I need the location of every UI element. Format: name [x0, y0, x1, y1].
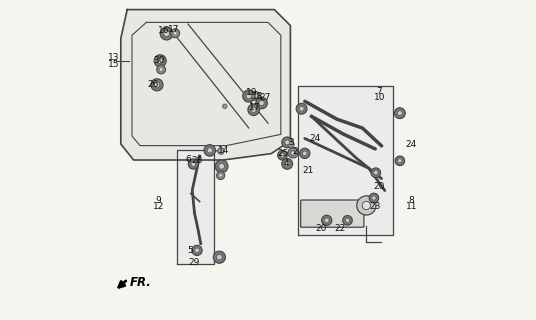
- Text: 23: 23: [369, 202, 381, 211]
- Circle shape: [163, 31, 169, 36]
- Circle shape: [246, 93, 251, 99]
- Text: 3: 3: [288, 138, 294, 147]
- Circle shape: [291, 151, 295, 155]
- Text: 29: 29: [189, 258, 200, 267]
- Circle shape: [215, 160, 228, 173]
- Circle shape: [243, 90, 255, 102]
- Circle shape: [282, 137, 293, 148]
- Circle shape: [357, 196, 376, 215]
- Circle shape: [217, 254, 222, 260]
- Circle shape: [302, 151, 307, 156]
- Circle shape: [251, 107, 256, 112]
- Text: 27: 27: [259, 93, 271, 102]
- Circle shape: [296, 103, 307, 114]
- Circle shape: [191, 162, 196, 166]
- Text: 13: 13: [108, 53, 120, 62]
- Text: 30: 30: [153, 56, 165, 65]
- Circle shape: [256, 97, 267, 109]
- Text: 8: 8: [408, 196, 414, 204]
- Text: 20: 20: [315, 224, 326, 233]
- Circle shape: [282, 158, 293, 169]
- Text: 6: 6: [186, 155, 191, 164]
- Polygon shape: [299, 86, 393, 235]
- Circle shape: [171, 29, 180, 38]
- Circle shape: [217, 171, 225, 180]
- Circle shape: [151, 79, 163, 91]
- Circle shape: [188, 159, 198, 169]
- Circle shape: [207, 148, 212, 153]
- Circle shape: [299, 106, 304, 111]
- Circle shape: [397, 111, 403, 116]
- Text: 12: 12: [153, 202, 164, 211]
- Text: 2: 2: [293, 147, 299, 156]
- Text: 24: 24: [406, 140, 417, 149]
- Text: 18: 18: [252, 92, 264, 100]
- Text: 19: 19: [245, 88, 257, 97]
- Text: 24: 24: [310, 134, 321, 143]
- Circle shape: [322, 215, 332, 226]
- Circle shape: [395, 156, 405, 166]
- Text: 25: 25: [278, 149, 289, 158]
- Circle shape: [371, 168, 381, 178]
- Circle shape: [157, 65, 166, 74]
- Circle shape: [362, 201, 370, 210]
- Text: 7: 7: [376, 87, 382, 96]
- Circle shape: [154, 55, 166, 67]
- Circle shape: [369, 193, 379, 203]
- Circle shape: [195, 248, 199, 253]
- FancyBboxPatch shape: [301, 200, 364, 227]
- Circle shape: [213, 251, 226, 263]
- Text: 17: 17: [249, 103, 260, 112]
- Circle shape: [174, 31, 177, 35]
- Text: 15: 15: [108, 60, 120, 68]
- Circle shape: [374, 171, 378, 175]
- Circle shape: [204, 145, 215, 156]
- Text: 28: 28: [191, 156, 203, 164]
- Circle shape: [285, 161, 289, 166]
- Circle shape: [394, 108, 405, 119]
- Circle shape: [300, 148, 310, 158]
- Text: FR.: FR.: [130, 276, 152, 289]
- Text: 17: 17: [168, 25, 180, 34]
- Circle shape: [158, 58, 163, 64]
- Circle shape: [372, 196, 376, 200]
- Text: 10: 10: [374, 93, 385, 102]
- Text: 9: 9: [155, 196, 161, 204]
- Circle shape: [259, 100, 264, 106]
- Circle shape: [345, 218, 349, 222]
- Text: 22: 22: [334, 224, 346, 233]
- Circle shape: [248, 104, 259, 116]
- Polygon shape: [121, 10, 291, 160]
- Circle shape: [192, 245, 202, 255]
- Text: 4: 4: [284, 159, 289, 168]
- Circle shape: [219, 164, 225, 169]
- Text: 21: 21: [302, 166, 314, 175]
- Circle shape: [251, 92, 260, 100]
- Circle shape: [159, 68, 163, 71]
- Text: 20: 20: [374, 182, 385, 191]
- Circle shape: [160, 27, 173, 40]
- Circle shape: [219, 174, 222, 177]
- Circle shape: [218, 148, 224, 154]
- Text: 26: 26: [147, 80, 159, 89]
- Text: 14: 14: [218, 146, 229, 155]
- Circle shape: [154, 82, 160, 88]
- Polygon shape: [177, 150, 214, 264]
- Circle shape: [285, 140, 289, 145]
- Circle shape: [278, 150, 287, 160]
- Text: 11: 11: [406, 202, 417, 211]
- Circle shape: [222, 104, 227, 108]
- Text: 5: 5: [188, 246, 193, 255]
- Circle shape: [288, 141, 294, 148]
- Circle shape: [280, 153, 285, 157]
- Circle shape: [398, 159, 402, 163]
- Circle shape: [343, 216, 352, 225]
- Circle shape: [288, 148, 298, 158]
- Text: 16: 16: [158, 26, 170, 35]
- Circle shape: [254, 94, 258, 98]
- Circle shape: [324, 218, 329, 223]
